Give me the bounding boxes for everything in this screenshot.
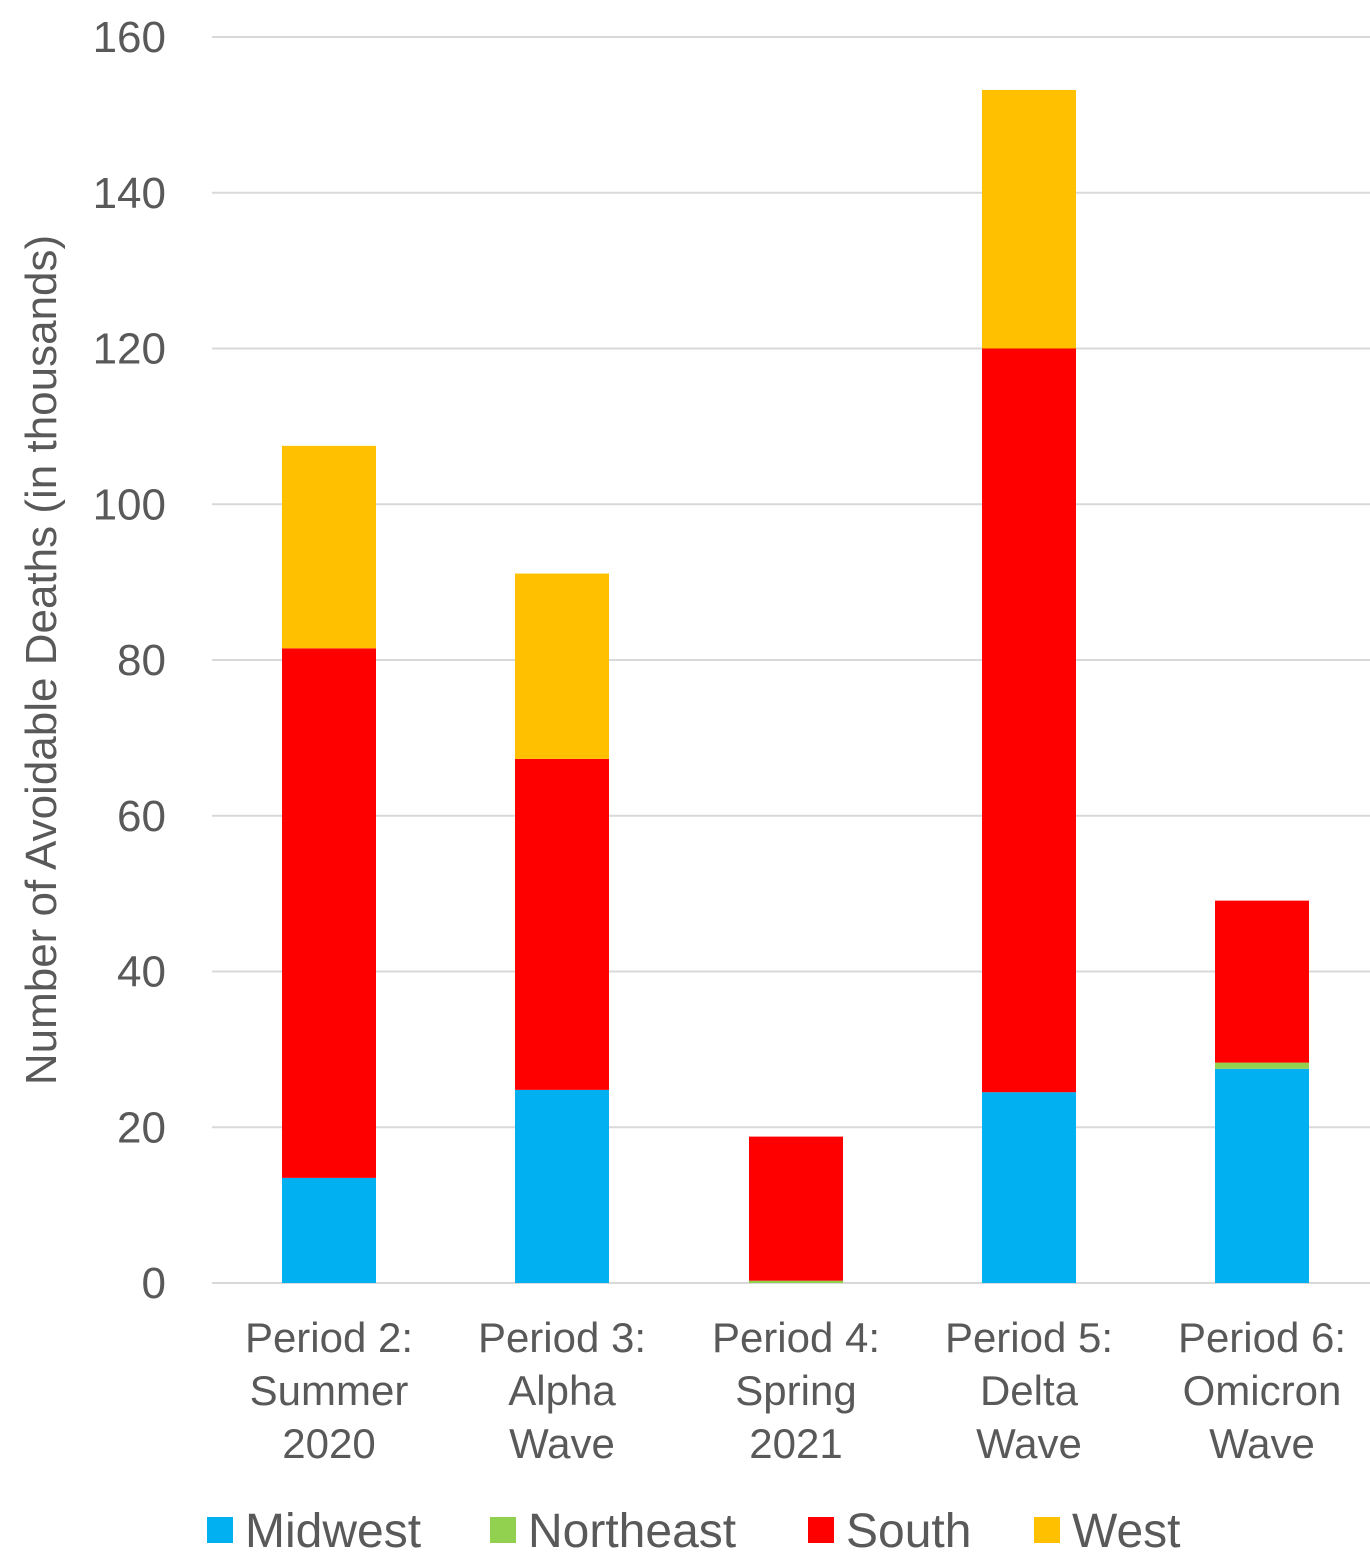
bars xyxy=(282,89,1309,1283)
x-category-label: 2020 xyxy=(282,1420,375,1467)
gridlines xyxy=(212,36,1370,1284)
x-category-label: Wave xyxy=(976,1420,1082,1467)
x-category-label: Wave xyxy=(509,1420,615,1467)
legend-swatch-midwest xyxy=(207,1517,233,1543)
y-axis-ticks: 0 20 40 60 80 100 120 140 160 xyxy=(93,13,166,1308)
bar-segment-south-3 xyxy=(515,758,609,1090)
legend-swatch-west xyxy=(1034,1517,1060,1543)
x-category-label: Period 6: xyxy=(1178,1314,1346,1361)
y-tick-label: 20 xyxy=(117,1103,166,1152)
bar-segment-midwest-5 xyxy=(982,1092,1076,1283)
bar-segment-west-2 xyxy=(282,445,376,649)
y-tick-label: 40 xyxy=(117,948,166,997)
bar-segment-south-4 xyxy=(749,1136,843,1281)
x-category-label: 2021 xyxy=(749,1420,842,1467)
legend-label-midwest: Midwest xyxy=(245,1505,421,1556)
y-tick-label: 60 xyxy=(117,792,166,841)
bar-segment-south-2 xyxy=(282,648,376,1178)
bar-segment-midwest-2 xyxy=(282,1177,376,1283)
x-category-label: Period 5: xyxy=(945,1314,1113,1361)
legend-label-west: West xyxy=(1072,1505,1180,1556)
x-category-label: Wave xyxy=(1209,1420,1315,1467)
x-category-label: Omicron xyxy=(1183,1367,1342,1414)
y-tick-label: 80 xyxy=(117,636,166,685)
legend-label-south: South xyxy=(846,1505,971,1556)
bar-segment-south-5 xyxy=(982,348,1076,1093)
x-category-label: Summer xyxy=(250,1367,409,1414)
legend-swatch-northeast xyxy=(490,1517,516,1543)
legend-label-northeast: Northeast xyxy=(528,1505,736,1556)
bar-segment-midwest-6 xyxy=(1215,1068,1309,1283)
y-axis-title: Number of Avoidable Deaths (in thousands… xyxy=(17,235,66,1085)
x-category-label: Period 3: xyxy=(478,1314,646,1361)
bar-segment-midwest-3 xyxy=(515,1089,609,1283)
bar-segment-northeast-6 xyxy=(1215,1062,1309,1069)
bar-segment-west-3 xyxy=(515,573,609,759)
y-tick-label: 120 xyxy=(93,325,166,374)
y-tick-label: 0 xyxy=(142,1259,166,1308)
bar-segment-west-5 xyxy=(982,89,1076,349)
x-category-label: Delta xyxy=(980,1367,1079,1414)
x-category-label: Spring xyxy=(735,1367,856,1414)
x-category-label: Period 2: xyxy=(245,1314,413,1361)
bar-segment-northeast-4 xyxy=(749,1280,843,1283)
x-axis-categories: Period 2: Summer 2020 Period 3: Alpha Wave Per… xyxy=(245,1314,1346,1467)
legend: Midwest Northeast South West xyxy=(207,1505,1180,1556)
legend-swatch-south xyxy=(808,1517,834,1543)
y-tick-label: 160 xyxy=(93,13,166,62)
bar-segment-south-6 xyxy=(1215,900,1309,1063)
x-category-label: Period 4: xyxy=(712,1314,880,1361)
y-tick-label: 100 xyxy=(93,480,166,529)
x-category-label: Alpha xyxy=(508,1367,616,1414)
y-tick-label: 140 xyxy=(93,169,166,218)
